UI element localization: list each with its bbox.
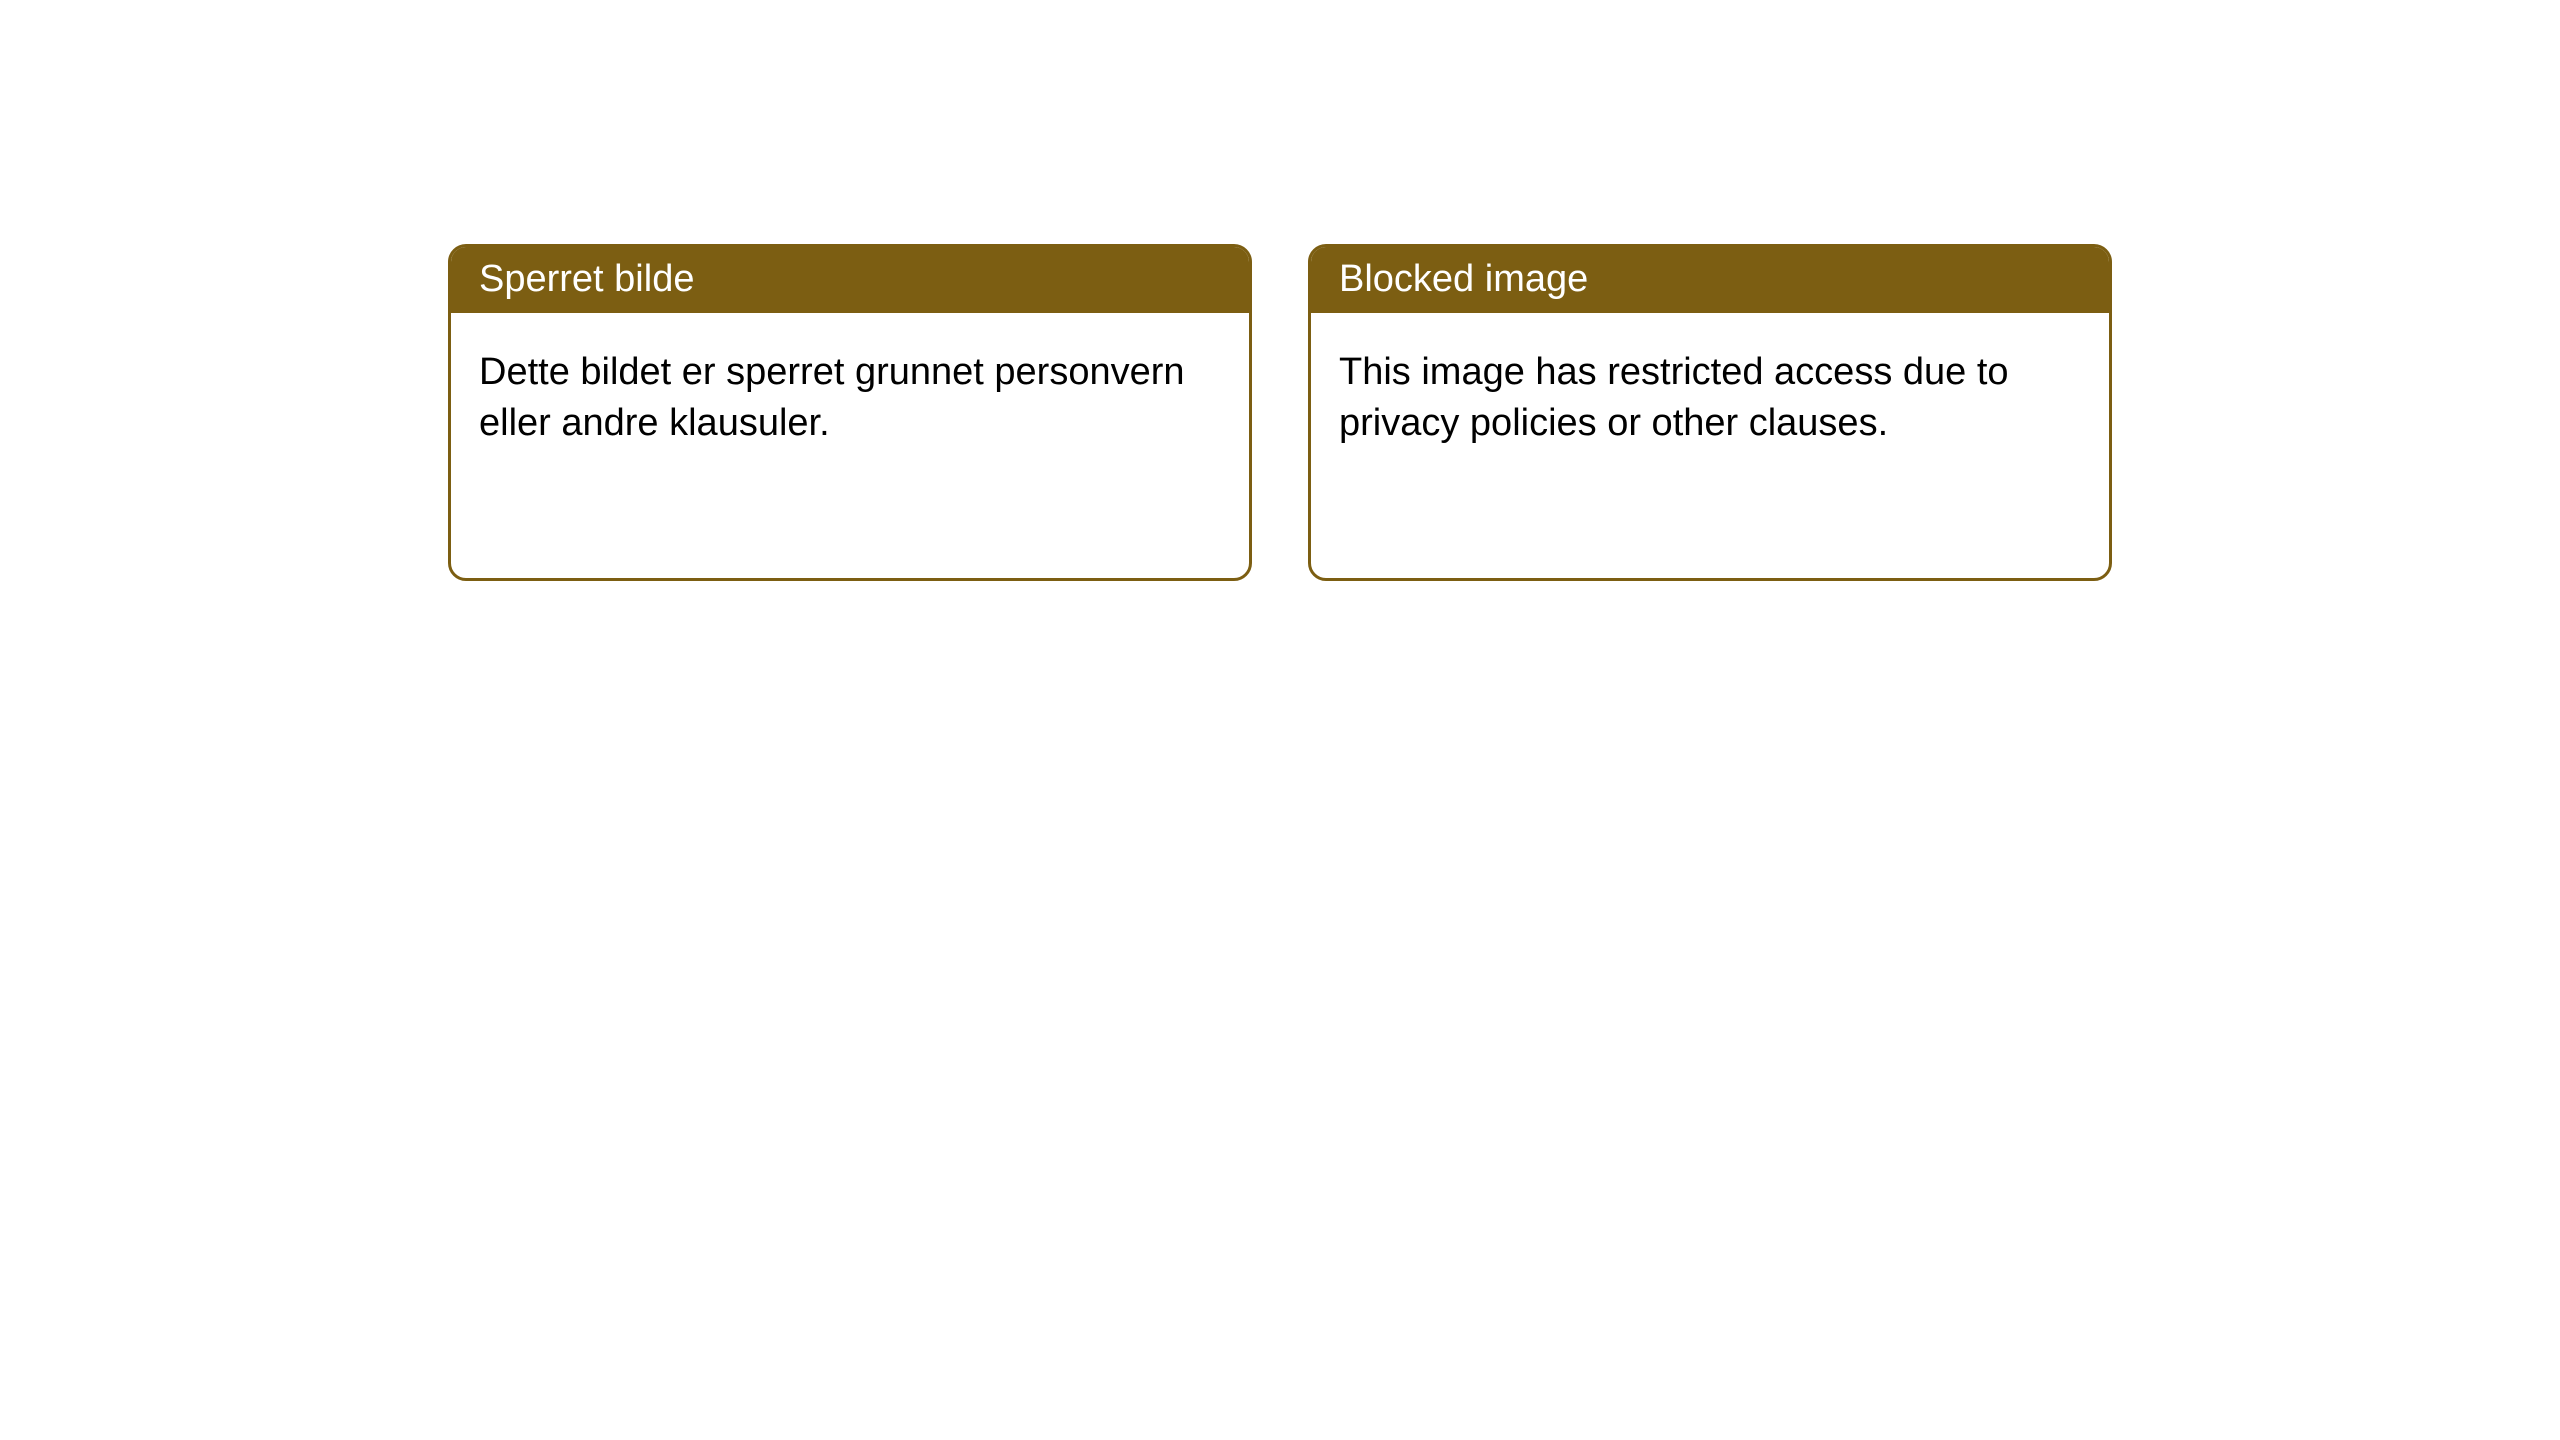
notice-card-norwegian: Sperret bilde Dette bildet er sperret gr… <box>448 244 1252 581</box>
notice-card-english: Blocked image This image has restricted … <box>1308 244 2112 581</box>
notice-card-title: Blocked image <box>1311 247 2109 313</box>
notice-card-title: Sperret bilde <box>451 247 1249 313</box>
notice-container: Sperret bilde Dette bildet er sperret gr… <box>0 0 2560 581</box>
notice-card-body: Dette bildet er sperret grunnet personve… <box>451 313 1249 484</box>
notice-card-body: This image has restricted access due to … <box>1311 313 2109 484</box>
